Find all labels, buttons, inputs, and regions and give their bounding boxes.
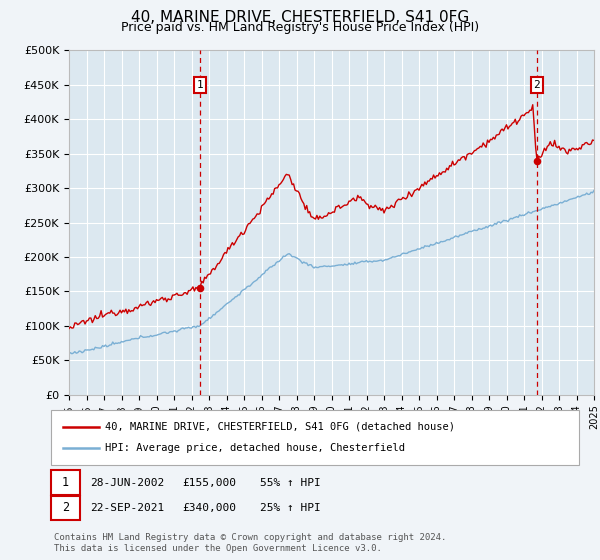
Text: 2: 2 [62,501,69,515]
Text: 25% ↑ HPI: 25% ↑ HPI [260,503,320,513]
Text: 1: 1 [62,476,69,489]
Text: HPI: Average price, detached house, Chesterfield: HPI: Average price, detached house, Ches… [105,443,405,453]
Text: 55% ↑ HPI: 55% ↑ HPI [260,478,320,488]
Text: Contains HM Land Registry data © Crown copyright and database right 2024.
This d: Contains HM Land Registry data © Crown c… [54,533,446,553]
Text: 2: 2 [533,80,540,90]
Point [195,283,205,292]
Text: £340,000: £340,000 [182,503,236,513]
Point [532,156,542,165]
Text: 28-JUN-2002: 28-JUN-2002 [90,478,164,488]
Text: 40, MARINE DRIVE, CHESTERFIELD, S41 0FG (detached house): 40, MARINE DRIVE, CHESTERFIELD, S41 0FG … [105,422,455,432]
Text: 22-SEP-2021: 22-SEP-2021 [90,503,164,513]
Text: Price paid vs. HM Land Registry's House Price Index (HPI): Price paid vs. HM Land Registry's House … [121,21,479,34]
Text: £155,000: £155,000 [182,478,236,488]
Text: 1: 1 [197,80,203,90]
Text: 40, MARINE DRIVE, CHESTERFIELD, S41 0FG: 40, MARINE DRIVE, CHESTERFIELD, S41 0FG [131,10,469,25]
